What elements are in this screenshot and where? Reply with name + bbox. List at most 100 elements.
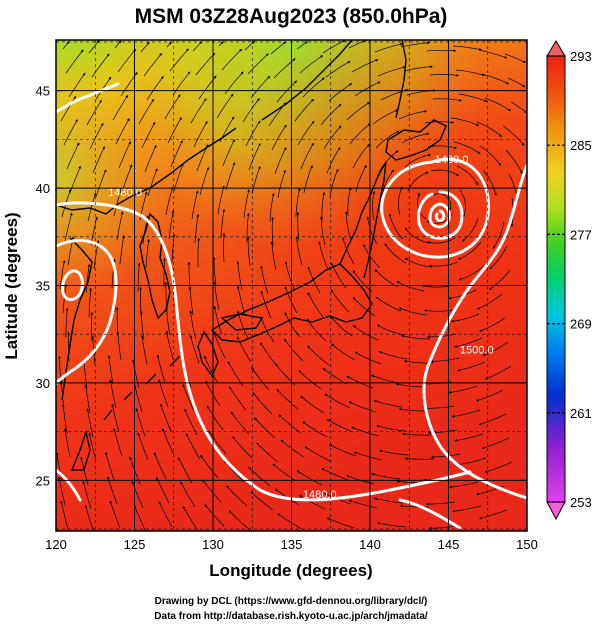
streamline bbox=[477, 293, 503, 310]
streamline bbox=[372, 190, 376, 221]
streamline bbox=[224, 71, 244, 95]
streamline bbox=[165, 330, 174, 360]
streamline bbox=[347, 186, 352, 217]
contour-line-south-east bbox=[398, 498, 462, 530]
streamline bbox=[200, 454, 219, 479]
streamline bbox=[307, 345, 330, 366]
streamline bbox=[318, 241, 329, 270]
streamline bbox=[87, 192, 97, 222]
streamline bbox=[429, 261, 459, 268]
streamline bbox=[222, 232, 226, 263]
streamline bbox=[158, 500, 173, 528]
streamline bbox=[323, 125, 342, 150]
streamline bbox=[322, 368, 348, 385]
streamline bbox=[284, 286, 298, 314]
streamline bbox=[400, 41, 430, 48]
colorbar-ticks: 253 261 269 277 285 293 bbox=[547, 49, 592, 510]
streamline bbox=[156, 354, 166, 384]
streamline bbox=[228, 510, 251, 531]
colorbar-body bbox=[546, 55, 566, 503]
contour-line-east-1500 bbox=[422, 163, 527, 500]
streamline bbox=[189, 335, 200, 364]
streamline bbox=[294, 98, 315, 122]
streamline bbox=[107, 476, 118, 505]
streamline bbox=[507, 77, 526, 88]
streamline bbox=[91, 53, 110, 78]
streamline bbox=[140, 41, 150, 53]
streamline bbox=[325, 60, 351, 78]
streamline bbox=[376, 424, 406, 432]
streamline bbox=[153, 452, 167, 480]
streamline bbox=[95, 169, 107, 198]
colorbar-tick-label: 261 bbox=[570, 406, 592, 421]
streamline bbox=[269, 193, 275, 223]
streamline bbox=[63, 428, 71, 458]
streamline bbox=[182, 383, 195, 412]
streamline bbox=[202, 479, 222, 503]
streamline bbox=[459, 189, 466, 218]
streamline bbox=[280, 439, 305, 458]
x-tick-label: 120 bbox=[45, 537, 67, 552]
streamline bbox=[256, 442, 279, 463]
streamline bbox=[384, 243, 407, 264]
sakhalin-coastline bbox=[395, 40, 407, 119]
colorbar-tick-label: 293 bbox=[570, 49, 592, 64]
y-axis-label: Latitude (degrees) bbox=[2, 212, 21, 359]
streamline bbox=[304, 446, 331, 462]
x-tick-label: 145 bbox=[438, 537, 460, 552]
streamline bbox=[113, 187, 123, 217]
streamline bbox=[388, 213, 404, 240]
streamline bbox=[116, 330, 122, 361]
streamline bbox=[401, 432, 432, 436]
streamline bbox=[430, 453, 461, 459]
streamline bbox=[371, 473, 401, 480]
streamline bbox=[352, 325, 379, 341]
streamline bbox=[236, 285, 246, 315]
streamline bbox=[163, 257, 166, 287]
streamline bbox=[242, 98, 260, 123]
colorbar-tick-label: 277 bbox=[570, 227, 592, 242]
contour-line-cyclone-4 bbox=[434, 209, 446, 222]
contour-line-west-inner bbox=[56, 239, 118, 386]
streamline bbox=[342, 237, 355, 265]
streamline bbox=[296, 470, 323, 486]
streamline bbox=[353, 451, 383, 461]
streamline bbox=[92, 146, 105, 174]
streamline bbox=[403, 65, 433, 72]
streamline bbox=[479, 509, 508, 520]
streamline bbox=[307, 318, 327, 342]
streamline bbox=[502, 125, 525, 146]
streamline bbox=[425, 501, 456, 506]
streamline bbox=[245, 120, 261, 147]
streamline bbox=[119, 235, 125, 265]
streamline bbox=[116, 211, 124, 241]
x-axis-ticks: 120 125 130 135 140 145 150 bbox=[45, 40, 538, 552]
streamline bbox=[428, 525, 459, 530]
streamline bbox=[213, 281, 220, 311]
streamline bbox=[420, 284, 451, 288]
streamline bbox=[213, 305, 223, 335]
streamline bbox=[407, 171, 429, 192]
streamline bbox=[379, 449, 409, 456]
china-coastline bbox=[56, 127, 237, 401]
streamline bbox=[89, 122, 104, 150]
streamline bbox=[348, 401, 377, 413]
streamline bbox=[299, 495, 326, 510]
streamline bbox=[260, 290, 272, 319]
streamline bbox=[372, 109, 399, 125]
streamline bbox=[453, 141, 481, 154]
streamline bbox=[109, 379, 117, 409]
streamline bbox=[295, 236, 303, 266]
streamline bbox=[62, 41, 70, 50]
y-axis-ticks: 25 30 35 40 45 bbox=[36, 84, 527, 488]
streamline bbox=[432, 98, 463, 102]
streamline bbox=[137, 432, 149, 461]
streamline bbox=[112, 94, 129, 121]
hokkaido-coastline bbox=[385, 119, 447, 161]
streamline bbox=[396, 281, 425, 292]
contour-line-cyclone-2 bbox=[416, 190, 464, 240]
streamline bbox=[251, 165, 261, 195]
streamline bbox=[374, 497, 404, 504]
streamline bbox=[296, 211, 300, 242]
streamline bbox=[199, 167, 210, 196]
